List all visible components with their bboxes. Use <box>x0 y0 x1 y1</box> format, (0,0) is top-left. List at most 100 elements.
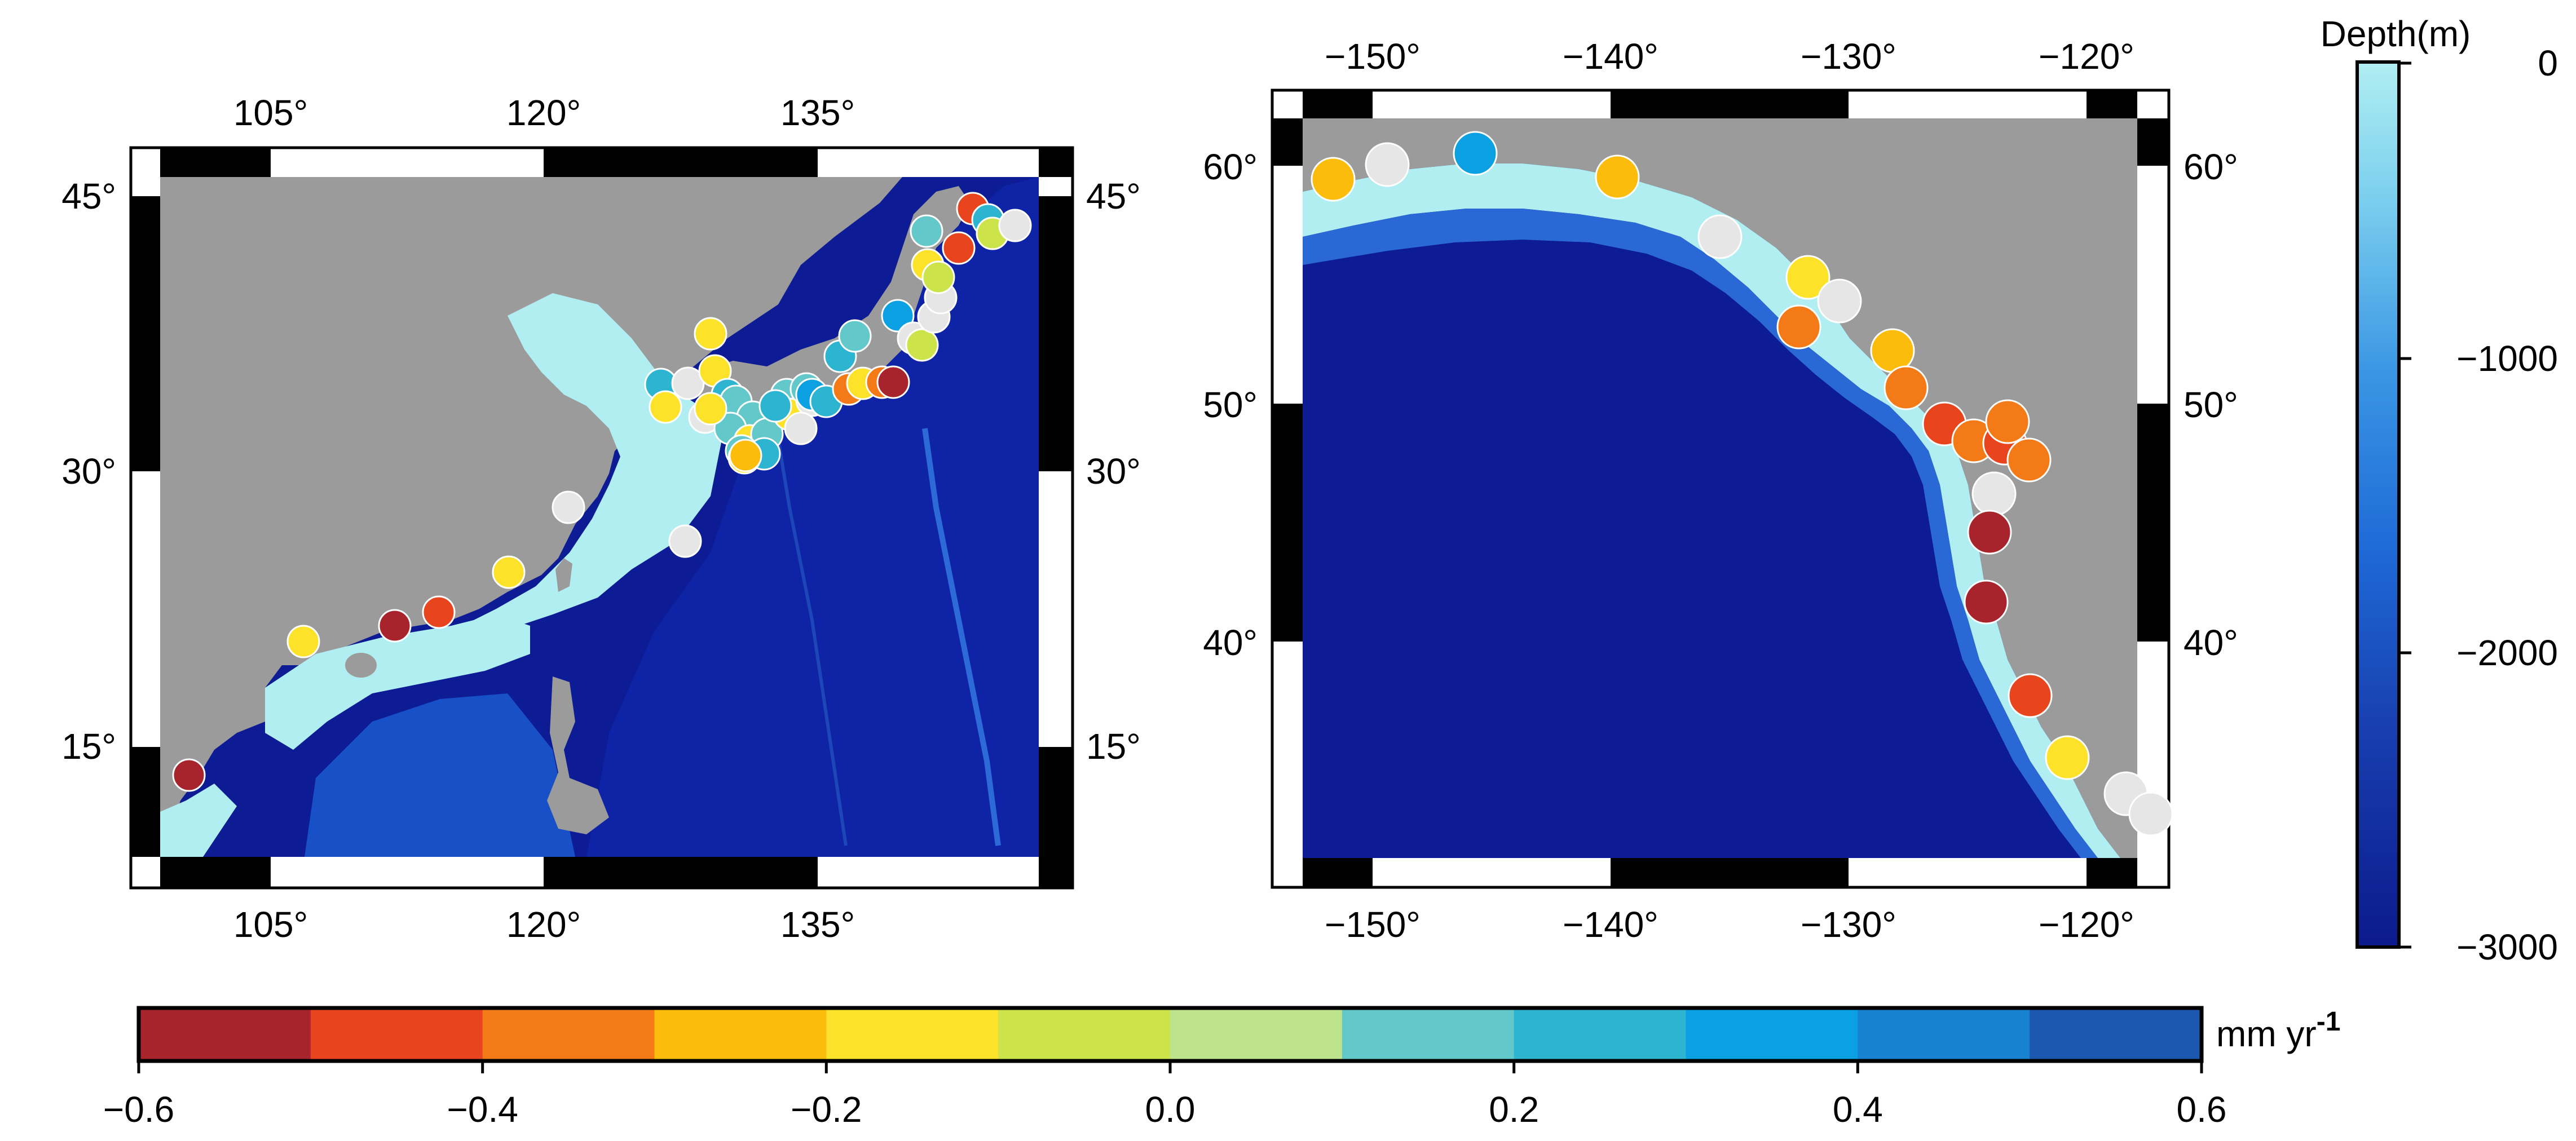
rate-colorbar-bin <box>1514 1008 1686 1061</box>
left-map-content <box>160 177 1039 857</box>
right-map: −150° −140° −130° −120° −150° −140° −130… <box>1203 36 2238 945</box>
left-map-stations <box>172 192 1032 792</box>
rate-colorbar-bin <box>1342 1008 1515 1061</box>
station-marker <box>492 555 526 589</box>
rate-colorbar-bin <box>139 1008 311 1061</box>
rate-tick-label: −0.6 <box>103 1089 174 1130</box>
depth-colorbar-gradient <box>2356 60 2401 949</box>
station-marker <box>1884 365 1929 410</box>
station-marker <box>1985 399 2030 444</box>
station-marker <box>2128 791 2173 837</box>
rate-colorbar-bin <box>1858 1008 2030 1061</box>
right-lon-top-140: −140° <box>1563 36 1658 77</box>
station-marker <box>729 439 762 472</box>
depth-colorbar: Depth(m) 0 −1000 −2000 −3000 <box>2321 14 2558 967</box>
left-lon-bottom-105: 105° <box>233 904 308 945</box>
pacific-shelf <box>1303 163 2120 858</box>
right-lat-left-50: 50° <box>1203 384 1258 425</box>
station-marker <box>2006 437 2052 483</box>
rate-colorbar-unit: mm yr-1 <box>2216 1007 2340 1054</box>
station-marker <box>1595 154 1640 200</box>
depth-tick-2000: −2000 <box>2456 633 2558 673</box>
left-lon-top-135: 135° <box>780 92 855 133</box>
right-lon-bottom-150: −150° <box>1325 904 1421 945</box>
station-marker <box>876 365 910 399</box>
rate-colorbar-bin <box>1170 1008 1343 1061</box>
rate-tick-label: −0.2 <box>791 1089 862 1130</box>
rate-colorbar-bins <box>139 1008 2202 1061</box>
depth-colorbar-title: Depth(m) <box>2321 14 2471 54</box>
rate-tick-label: 0.6 <box>2177 1089 2227 1130</box>
right-lon-bottom-140: −140° <box>1563 904 1658 945</box>
station-marker <box>784 412 818 445</box>
station-marker <box>2008 673 2053 718</box>
scs-shelf <box>265 614 530 750</box>
station-marker <box>1817 278 1862 324</box>
left-lat-right-15: 15° <box>1086 726 1141 767</box>
station-marker <box>172 758 206 792</box>
left-lat-right-45: 45° <box>1086 176 1141 216</box>
right-lat-left-40: 40° <box>1203 622 1258 663</box>
station-marker <box>1785 255 1830 300</box>
rate-colorbar-bin <box>2030 1008 2202 1061</box>
station-marker <box>838 319 872 353</box>
hainan-land <box>345 653 377 678</box>
pacific-slope <box>1303 209 2098 858</box>
right-map-lon-labels-bottom: −150° −140° −130° −120° <box>1325 904 2134 945</box>
station-marker <box>881 299 915 333</box>
right-map-frame-bars <box>1272 90 2169 887</box>
station-marker <box>1964 580 2009 625</box>
right-map-lat-labels-left: 60° 50° 40° <box>1203 147 1258 663</box>
rate-colorbar-bin <box>1686 1008 1858 1061</box>
right-lat-right-40: 40° <box>2184 622 2238 663</box>
right-lon-top-150: −150° <box>1325 36 1421 77</box>
left-lon-top-105: 105° <box>233 92 308 133</box>
station-marker <box>921 260 955 294</box>
kyushu-palau-ridge <box>771 405 848 846</box>
right-lat-right-60: 60° <box>2184 147 2238 187</box>
station-marker <box>1776 304 1821 350</box>
station-marker <box>905 328 939 362</box>
station-marker <box>910 214 943 248</box>
north-america-land <box>1303 118 2137 858</box>
left-lon-bottom-120: 120° <box>506 904 581 945</box>
left-lon-top-120: 120° <box>506 92 581 133</box>
station-marker <box>1453 131 1498 176</box>
right-lon-bottom-130: −130° <box>1801 904 1896 945</box>
station-marker <box>1697 214 1743 259</box>
right-map-lon-labels-top: −150° −140° −130° −120° <box>1325 36 2134 77</box>
station-marker <box>1365 142 1410 187</box>
station-marker <box>2045 735 2090 780</box>
left-map-frame-bars <box>131 148 1073 888</box>
rate-colorbar: −0.6 −0.4 −0.2 0.0 0.2 0.4 0.6 mm yr-1 <box>103 1006 2340 1130</box>
station-marker <box>378 609 412 643</box>
taiwan-land <box>555 558 572 592</box>
station-marker <box>1311 157 1356 202</box>
right-lon-bottom-120: −120° <box>2039 904 2134 945</box>
left-map-lon-labels-bottom: 105° 120° 135° <box>233 904 855 945</box>
left-lat-right-30: 30° <box>1086 451 1141 492</box>
right-map-lat-labels-right: 60° 50° 40° <box>2184 147 2238 663</box>
station-marker <box>422 595 456 629</box>
left-lat-left-15: 15° <box>61 726 116 767</box>
rate-colorbar-ticks <box>137 1061 2203 1073</box>
station-marker <box>998 209 1032 242</box>
depth-tick-0: 0 <box>2538 43 2558 83</box>
depth-tick-1000: −1000 <box>2456 338 2558 379</box>
left-map-lat-labels-right: 45° 30° 15° <box>1086 176 1141 767</box>
left-map-lon-labels-top: 105° 120° 135° <box>233 92 855 133</box>
station-marker <box>286 625 320 658</box>
station-marker <box>649 390 682 424</box>
left-lat-left-45: 45° <box>61 176 116 216</box>
rate-tick-label: 0.4 <box>1833 1089 1883 1130</box>
rate-tick-label: 0.0 <box>1145 1089 1196 1130</box>
philippines-land <box>547 676 609 834</box>
station-marker <box>552 490 585 524</box>
station-marker <box>758 389 792 423</box>
right-map-stations <box>1311 131 2173 837</box>
station-marker <box>1971 471 2017 516</box>
rate-unit-exponent: -1 <box>2317 1007 2341 1037</box>
scs-shelf-mid <box>305 693 575 857</box>
left-lon-bottom-135: 135° <box>780 904 855 945</box>
